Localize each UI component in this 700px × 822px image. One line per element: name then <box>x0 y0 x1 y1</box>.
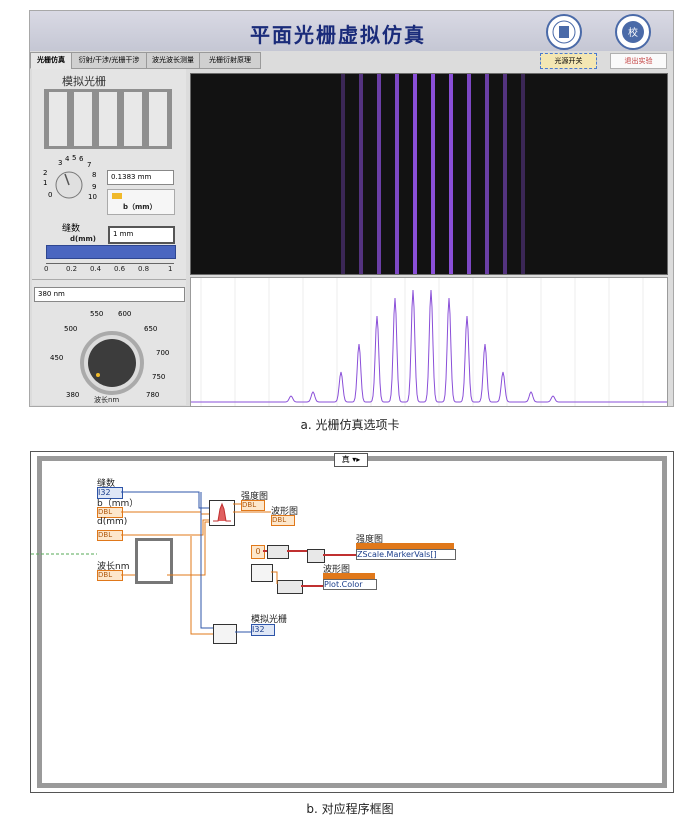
property-node-header <box>323 573 375 579</box>
svg-text:1: 1 <box>43 179 47 187</box>
svg-text:5: 5 <box>72 154 76 162</box>
front-panel: 平面光栅虚拟仿真 校 光栅仿真 衍射/干涉/光栅干涉 波光波长测量 光栅衍射原理… <box>29 10 674 407</box>
intensity-graph <box>190 73 668 275</box>
b-label: b（mm） <box>123 203 157 211</box>
intensity-subvi-icon[interactable] <box>209 500 235 526</box>
fringe-line <box>449 74 453 274</box>
university-logo-icon <box>546 14 582 50</box>
waveform-output-label: 波形图 <box>271 507 299 517</box>
svg-text:650: 650 <box>144 325 157 333</box>
svg-text:780: 780 <box>146 391 159 399</box>
svg-text:6: 6 <box>79 155 84 163</box>
grating-output-label: 模拟光栅 <box>251 615 288 625</box>
waveform-graph <box>190 277 668 407</box>
d-slider-bar[interactable] <box>46 245 176 259</box>
b-value-field[interactable]: 0.1383 mm <box>107 170 174 185</box>
slit-count-label: 缝数 <box>62 224 81 234</box>
intensity-output-label: 强度图 <box>241 492 269 502</box>
block-diagram: 真 ▾▸ 缝数 I32 b（mm） DBL d(mm) DBL 波长nm DBL… <box>30 451 674 793</box>
d-terminal-label: d(mm) <box>97 517 128 527</box>
tab-diffraction-interference[interactable]: 衍射/干涉/光栅干涉 <box>71 52 147 69</box>
fringe-line <box>377 74 381 274</box>
slit-count-terminal[interactable]: I32 <box>97 487 123 499</box>
slider-tick: 1 <box>168 265 173 273</box>
intensity-property-label: 强度图 <box>356 535 384 545</box>
wavelength-terminal-label: 波长nm <box>97 562 130 572</box>
waveform-output[interactable]: DBL <box>271 515 295 526</box>
fringe-line <box>413 74 417 274</box>
case-selector[interactable]: 真 ▾▸ <box>334 453 368 467</box>
fringe-line <box>395 74 399 274</box>
slider-tick: 0.8 <box>138 265 150 273</box>
intensity-curve <box>191 289 667 403</box>
tab-wavelength-measure[interactable]: 波光波长测量 <box>146 52 200 69</box>
svg-text:500: 500 <box>64 325 77 333</box>
caption-a: a. 光栅仿真选项卡 <box>300 418 400 432</box>
inner-case-structure[interactable] <box>135 538 173 584</box>
fringe-line <box>485 74 489 274</box>
slider-tick: 0.6 <box>114 265 126 273</box>
d-label: d(mm) <box>70 235 96 243</box>
svg-text:7: 7 <box>87 161 91 169</box>
d-slider-scale <box>46 259 174 264</box>
d-value-field[interactable]: 1 mm <box>108 226 175 244</box>
property-node-header <box>356 543 454 549</box>
svg-text:380: 380 <box>66 391 79 399</box>
svg-text:450: 450 <box>50 354 63 362</box>
grating-subvi-icon[interactable] <box>213 624 237 644</box>
b-knob[interactable]: 3 4 5 6 7 2 8 1 9 0 10 <box>34 151 104 211</box>
wavelength-label: 波长nm <box>94 396 120 404</box>
svg-text:校: 校 <box>628 26 638 39</box>
b-terminal-label: b（mm） <box>97 499 139 509</box>
intensity-property-node[interactable]: ZScale.MarkerVals[] <box>356 549 456 560</box>
simulated-grating-label: 模拟光栅 <box>62 75 106 88</box>
slit-count-terminal-label: 缝数 <box>97 479 116 489</box>
fringe-line <box>341 74 345 274</box>
fringe-line <box>503 74 507 274</box>
page-title: 平面光栅虚拟仿真 <box>250 23 426 47</box>
control-panel: 模拟光栅 3 4 5 6 7 2 8 1 9 0 10 <box>32 69 186 405</box>
fringe-line <box>431 74 435 274</box>
slider-tick: 0.4 <box>90 265 102 273</box>
array-subvi-icon[interactable] <box>251 564 273 582</box>
fringe-line <box>521 74 525 274</box>
fringe-line <box>467 74 471 274</box>
svg-text:10: 10 <box>88 193 97 201</box>
caption-b: b. 对应程序框图 <box>306 802 394 816</box>
light-source-button[interactable]: 光源开关 <box>540 53 597 69</box>
svg-text:8: 8 <box>92 171 96 179</box>
b-indicator: b（mm） <box>107 189 175 215</box>
intensity-output[interactable]: DBL <box>241 500 265 511</box>
svg-text:4: 4 <box>65 155 70 163</box>
svg-text:750: 750 <box>152 373 165 381</box>
waveform-property-label: 波形图 <box>323 565 351 575</box>
simulated-grating-display <box>44 89 172 149</box>
indicator-led-icon <box>112 193 122 199</box>
svg-text:2: 2 <box>43 169 47 177</box>
svg-text:600: 600 <box>118 310 131 318</box>
svg-text:700: 700 <box>156 349 169 357</box>
tab-diffraction-principle[interactable]: 光栅衍射原理 <box>199 52 261 69</box>
wires <box>31 491 356 635</box>
svg-text:9: 9 <box>92 183 96 191</box>
svg-text:550: 550 <box>90 310 103 318</box>
wavelength-value-field[interactable]: 380 nm <box>34 287 185 302</box>
svg-text:3: 3 <box>58 159 62 167</box>
tab-grating-sim[interactable]: 光栅仿真 <box>30 52 72 69</box>
exit-experiment-button[interactable]: 退出实验 <box>610 53 667 69</box>
school-logo-icon: 校 <box>615 14 651 50</box>
slider-tick: 0.2 <box>66 265 78 273</box>
waveform-property-node[interactable]: Plot.Color <box>323 579 377 590</box>
slider-tick: 0 <box>44 265 49 273</box>
fringe-line <box>359 74 363 274</box>
grating-output[interactable]: I32 <box>251 624 275 636</box>
wavelength-knob[interactable]: 550 600 500 650 700 450 750 380 780 <box>42 305 182 405</box>
svg-text:0: 0 <box>48 191 52 199</box>
